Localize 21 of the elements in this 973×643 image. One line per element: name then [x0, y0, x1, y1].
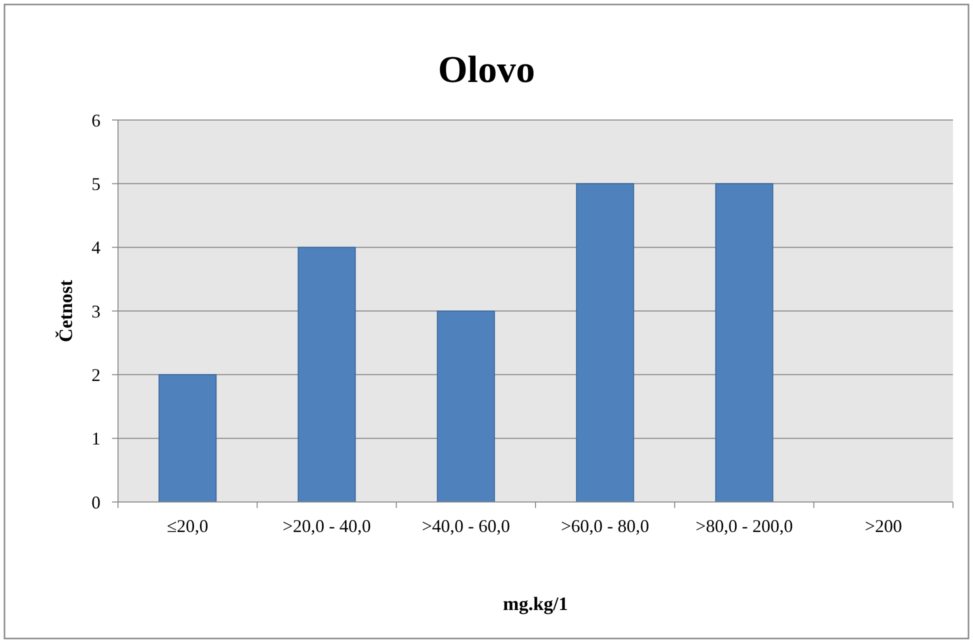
y-tick-label: 2	[92, 364, 100, 385]
y-axis-title: Četnost	[55, 279, 77, 342]
y-tick-label: 0	[92, 492, 100, 512]
x-tick-label: ≤20,0	[166, 516, 208, 536]
x-tick-label: >200	[864, 516, 902, 536]
x-tick-label: >80,0 - 200,0	[696, 516, 793, 536]
bar	[576, 183, 634, 502]
y-tick-label: 5	[92, 174, 100, 194]
chart-title: Olovo	[438, 49, 536, 91]
x-tick-label: >40,0 - 60,0	[422, 516, 510, 536]
bar	[298, 246, 356, 502]
y-tick-label: 6	[92, 110, 100, 130]
y-tick-label: 4	[92, 238, 100, 258]
y-tick-label: 3	[92, 301, 100, 322]
x-tick-label: >20,0 - 40,0	[282, 516, 371, 536]
x-axis-title: mg.kg/1	[503, 594, 568, 615]
bar	[715, 183, 774, 502]
x-tick-label: >60,0 - 80,0	[561, 516, 650, 536]
bar	[436, 310, 495, 502]
y-tick-label: 1	[92, 428, 100, 449]
bar	[158, 374, 217, 502]
